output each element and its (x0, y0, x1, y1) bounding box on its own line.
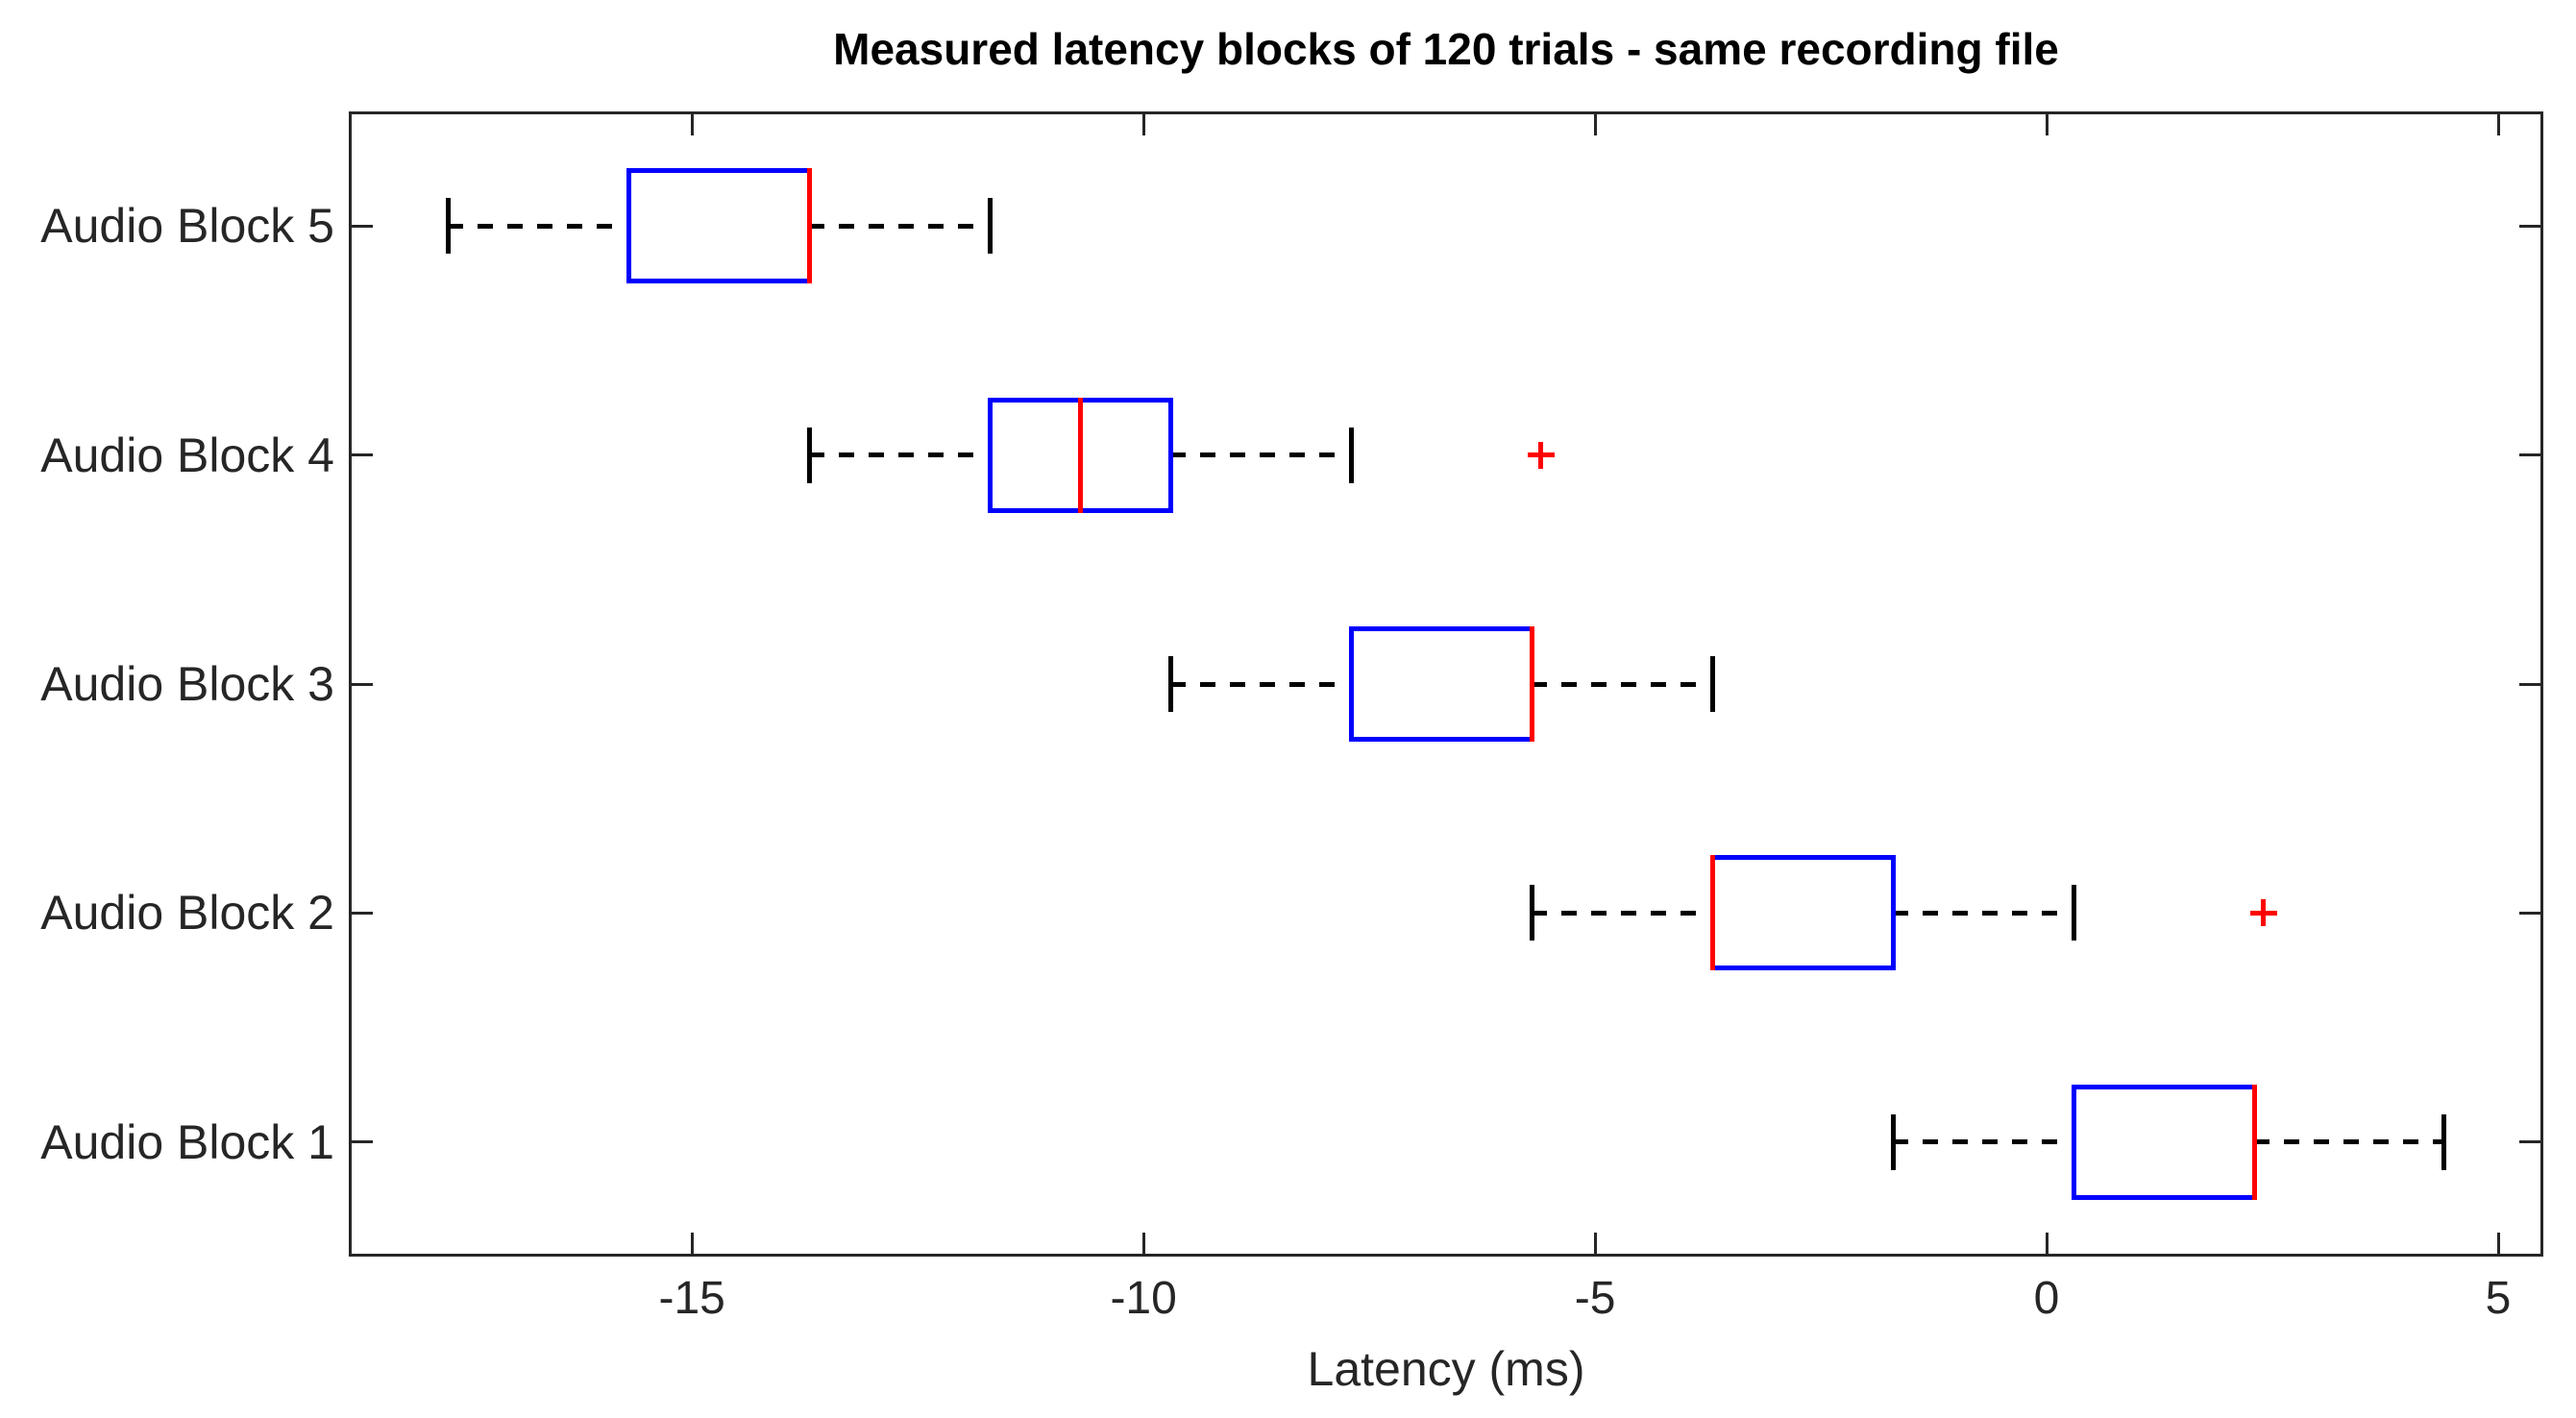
x-tick-label: -5 (1574, 1273, 1616, 1324)
x-axis-label: Latency (ms) (1307, 1342, 1585, 1396)
whisker-right-audio-block-1 (2254, 1139, 2444, 1145)
whisker-cap-low-audio-block-3 (1167, 656, 1173, 712)
whisker-right-audio-block-2 (1893, 910, 2074, 916)
x-tick-top (2045, 114, 2049, 135)
x-tick-top (1141, 114, 1145, 135)
y-tick-right (2519, 1140, 2540, 1144)
whisker-left-audio-block-2 (1532, 910, 1713, 916)
chart-title: Measured latency blocks of 120 trials - … (833, 24, 2059, 74)
iqr-box-audio-block-5 (626, 168, 812, 284)
y-tick-right (2519, 224, 2540, 228)
whisker-cap-low-audio-block-2 (1529, 885, 1534, 941)
whisker-cap-high-audio-block-3 (1709, 656, 1715, 712)
x-tick-bottom (1141, 1233, 1145, 1254)
median-line-audio-block-4 (1077, 397, 1083, 513)
outlier-marker-audio-block-4 (1538, 441, 1544, 469)
whisker-right-audio-block-3 (1532, 681, 1713, 687)
y-tick-left (352, 1140, 373, 1144)
whisker-cap-low-audio-block-4 (806, 427, 812, 483)
x-tick-label: 5 (2485, 1273, 2512, 1324)
whisker-cap-high-audio-block-5 (987, 198, 993, 255)
median-line-audio-block-1 (2251, 1084, 2257, 1200)
whisker-right-audio-block-5 (809, 223, 991, 229)
y-tick-right (2519, 453, 2540, 457)
y-tick-right (2519, 682, 2540, 686)
whisker-left-audio-block-3 (1170, 681, 1352, 687)
whisker-cap-high-audio-block-2 (2071, 885, 2076, 941)
y-tick-left (352, 911, 373, 915)
whisker-cap-low-audio-block-1 (1890, 1113, 1896, 1170)
y-tick-right (2519, 911, 2540, 915)
whisker-left-audio-block-5 (448, 223, 629, 229)
y-tick-left (352, 224, 373, 228)
median-line-audio-block-3 (1529, 626, 1534, 742)
x-tick-label: 0 (2033, 1273, 2060, 1324)
iqr-box-audio-block-1 (2071, 1084, 2257, 1200)
whisker-right-audio-block-4 (1170, 452, 1352, 458)
whisker-cap-high-audio-block-1 (2441, 1113, 2447, 1170)
x-tick-bottom (2496, 1233, 2500, 1254)
whisker-left-audio-block-4 (809, 452, 991, 458)
x-tick-bottom (690, 1233, 694, 1254)
category-label-audio-block-1: Audio Block 1 (40, 1114, 334, 1169)
whisker-left-audio-block-1 (1893, 1139, 2074, 1145)
category-label-audio-block-3: Audio Block 3 (40, 657, 334, 711)
x-tick-bottom (2045, 1233, 2049, 1254)
whisker-cap-high-audio-block-4 (1348, 427, 1354, 483)
category-label-audio-block-4: Audio Block 4 (40, 428, 334, 482)
outlier-marker-audio-block-2 (2261, 899, 2267, 927)
median-line-audio-block-5 (806, 168, 812, 284)
whisker-cap-low-audio-block-5 (445, 198, 451, 255)
category-label-audio-block-5: Audio Block 5 (40, 199, 334, 254)
x-tick-top (2496, 114, 2500, 135)
y-tick-left (352, 453, 373, 457)
x-tick-label: -15 (658, 1273, 725, 1324)
iqr-box-audio-block-2 (1709, 855, 1896, 971)
x-tick-top (1593, 114, 1597, 135)
plot-area (349, 111, 2543, 1257)
median-line-audio-block-2 (1709, 855, 1715, 971)
y-tick-left (352, 682, 373, 686)
category-label-audio-block-2: Audio Block 2 (40, 886, 334, 941)
x-tick-label: -10 (1110, 1273, 1177, 1324)
x-tick-top (690, 114, 694, 135)
x-tick-bottom (1593, 1233, 1597, 1254)
iqr-box-audio-block-3 (1348, 626, 1534, 742)
